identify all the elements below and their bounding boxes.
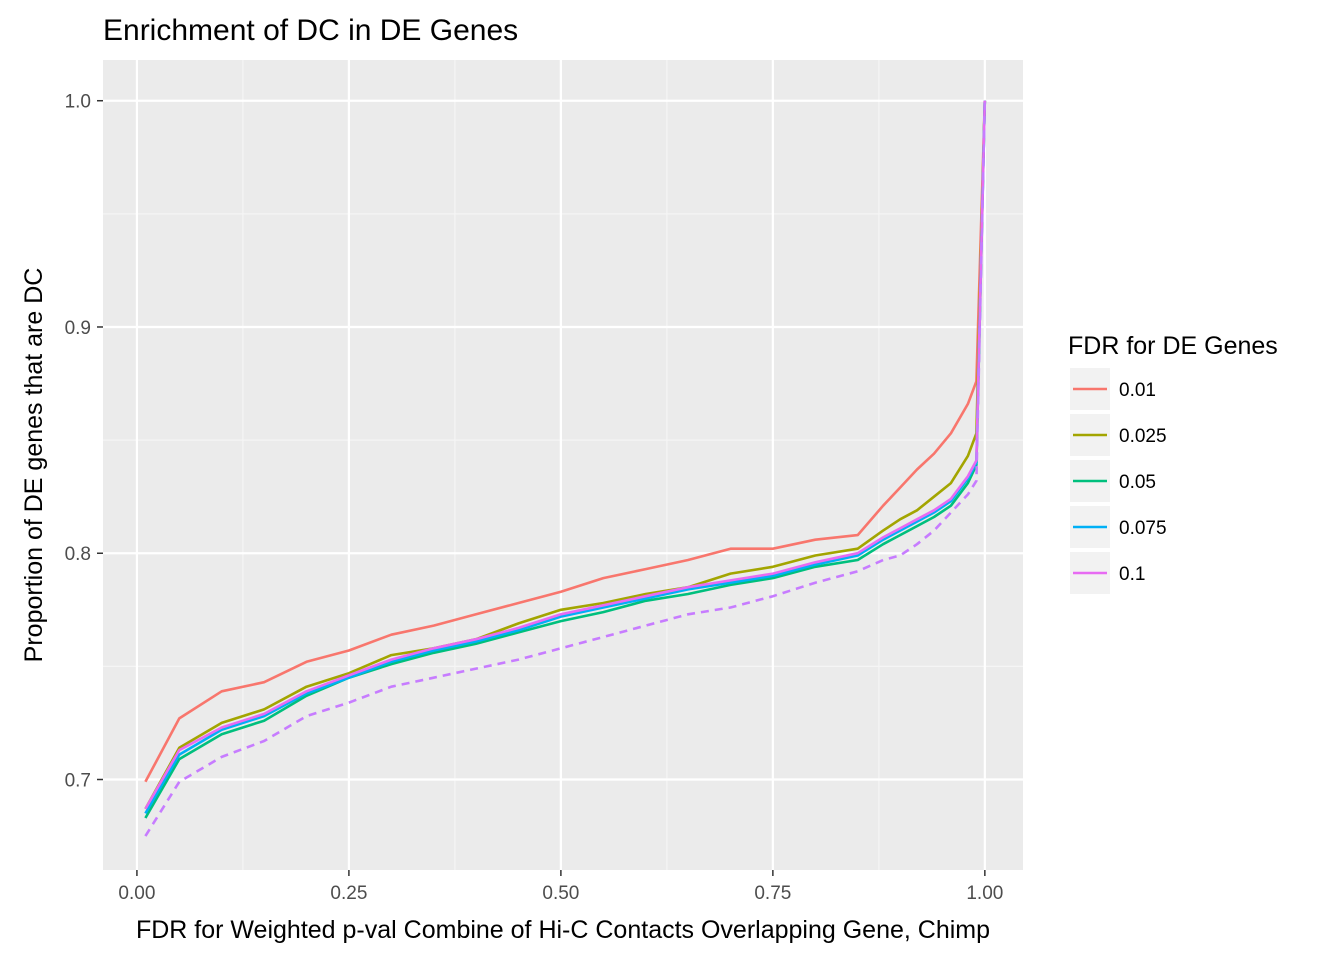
legend-label: 0.05 [1119,472,1156,493]
series-line-0.075 [144,100,987,815]
x-tick-label: 0.25 [330,883,367,904]
y-axis-title: Proportion of DE genes that are DC [20,268,48,663]
x-axis-title: FDR for Weighted p-val Combine of Hi-C C… [136,916,990,944]
y-tick-label: 0.9 [65,318,91,339]
x-tick-label: 1.00 [966,883,1003,904]
series-line-0.05 [144,100,987,819]
x-tick-label: 0.75 [754,883,791,904]
legend-label: 0.01 [1119,380,1156,401]
legend-items: 0.01 0.025 0.05 0.075 0.1 [1070,368,1167,594]
y-tick-label: 1.0 [65,92,91,113]
legend-label: 0.1 [1119,564,1145,585]
legend-title: FDR for DE Genes [1068,332,1278,360]
y-axis-ticks: 0.7 0.8 0.9 1.0 [65,92,103,791]
series-line-dashed [144,100,987,837]
minor-gridlines [103,60,1023,870]
legend-label: 0.025 [1119,426,1167,447]
plot-panel [103,60,1023,870]
legend: FDR for DE Genes 0.01 0.025 0.05 0.075 0.1 [1068,332,1278,594]
x-tick-label: 0.00 [118,883,155,904]
series-line-0.01 [144,100,987,783]
y-tick-label: 0.7 [65,770,91,791]
x-axis-ticks: 0.00 0.25 0.50 0.75 1.00 [118,870,1003,904]
x-tick-label: 0.50 [542,883,579,904]
chart-title: Enrichment of DC in DE Genes [103,14,518,47]
series-lines [144,100,987,837]
series-line-0.1 [144,100,987,810]
y-tick-label: 0.8 [65,544,91,565]
legend-label: 0.075 [1119,518,1167,539]
